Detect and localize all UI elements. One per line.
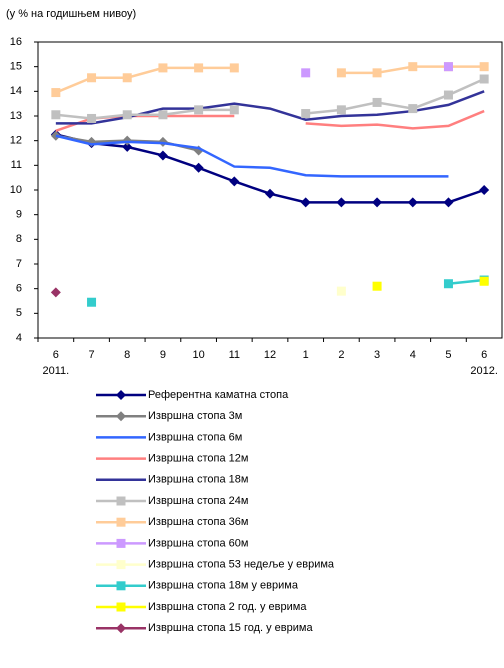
marker	[479, 74, 489, 84]
marker	[122, 141, 133, 152]
x-tick-label: 6	[481, 349, 487, 361]
marker	[50, 287, 61, 298]
marker	[407, 197, 418, 208]
marker	[122, 110, 132, 120]
y-tick-label: 4	[16, 332, 22, 344]
x-tick-label: 8	[124, 349, 130, 361]
y-tick-label: 10	[10, 184, 22, 196]
marker	[479, 62, 489, 72]
marker	[229, 176, 240, 187]
y-tick-label: 14	[10, 85, 22, 97]
marker	[336, 197, 347, 208]
legend-label: Извршна стопа 53 недеље у еврима	[148, 559, 335, 571]
legend-label: Извршна стопа 2 год. у еврима	[148, 601, 307, 613]
marker	[479, 276, 489, 286]
x-tick-label: 5	[445, 349, 451, 361]
y-tick-label: 9	[16, 209, 22, 221]
marker	[116, 623, 126, 634]
marker	[443, 279, 453, 289]
y-tick-label: 13	[10, 110, 22, 122]
legend-label: Извршна стопа 36м	[148, 516, 248, 528]
x-tick-label: 4	[410, 349, 416, 361]
marker	[372, 281, 382, 291]
series-line	[55, 65, 485, 94]
marker	[193, 162, 204, 173]
marker	[87, 113, 97, 123]
marker	[372, 68, 382, 78]
marker	[229, 63, 239, 73]
marker	[372, 97, 382, 107]
marker	[265, 188, 275, 199]
marker	[116, 496, 126, 506]
x-tick-label: 11	[229, 349, 240, 361]
marker	[479, 185, 490, 195]
x-tick-label: 6	[53, 349, 59, 361]
marker	[51, 110, 61, 120]
legend-label: Извршна стопа 15 год. у еврима	[148, 622, 313, 634]
marker	[443, 197, 454, 208]
x-tick-label: 2	[338, 349, 344, 361]
marker	[87, 297, 97, 307]
chart-subtitle: (у % на годишњем нивоу)	[6, 8, 136, 20]
marker	[116, 517, 126, 527]
marker	[116, 581, 126, 591]
y-tick-label: 15	[10, 61, 22, 73]
marker	[122, 73, 132, 83]
x-tick-label: 3	[374, 349, 380, 361]
legend-label: Извршна стопа 18м	[148, 474, 248, 486]
marker	[116, 390, 126, 400]
marker	[87, 73, 97, 83]
legend-label: Извршна стопа 24м	[148, 495, 248, 507]
series-line	[55, 109, 485, 132]
x-year-label: 2012.	[470, 365, 498, 377]
marker	[158, 110, 168, 120]
y-tick-label: 7	[16, 258, 22, 270]
marker	[408, 62, 418, 72]
marker	[194, 63, 204, 73]
marker	[194, 105, 204, 115]
marker	[300, 197, 311, 208]
marker	[116, 602, 126, 612]
y-tick-label: 6	[16, 283, 22, 295]
legend-label: Извршна стопа 3м	[148, 410, 242, 422]
legend-label: Извршна стопа 60м	[148, 537, 248, 549]
marker	[157, 150, 168, 161]
legend-label: Референтна каматна стопа	[148, 389, 289, 401]
y-tick-label: 8	[16, 233, 22, 245]
marker	[443, 62, 453, 72]
marker	[336, 68, 346, 78]
marker	[301, 68, 311, 78]
series-line	[55, 77, 485, 120]
series-line	[55, 134, 449, 178]
series-line	[55, 90, 485, 125]
y-tick-label: 12	[10, 135, 22, 147]
x-tick-label: 10	[192, 349, 204, 361]
series-line	[448, 278, 485, 285]
x-tick-label: 12	[264, 349, 276, 361]
marker	[443, 90, 453, 100]
y-tick-label: 16	[10, 36, 22, 48]
legend-label: Извршна стопа 12м	[148, 453, 248, 465]
x-tick-label: 9	[160, 349, 166, 361]
marker	[158, 63, 168, 73]
marker	[116, 411, 126, 422]
x-tick-label: 1	[303, 349, 309, 361]
marker	[116, 538, 126, 548]
marker	[372, 197, 383, 208]
marker	[51, 88, 61, 98]
marker	[116, 560, 126, 570]
x-year-label: 2011.	[42, 365, 69, 377]
marker	[408, 104, 418, 114]
legend-label: Извршна стопа 6м	[148, 431, 242, 443]
marker	[336, 105, 346, 115]
y-tick-label: 5	[16, 307, 22, 319]
legend-label: Извршна стопа 18м у еврима	[148, 580, 299, 592]
x-tick-label: 7	[88, 349, 94, 361]
marker	[336, 286, 346, 296]
y-tick-label: 11	[11, 159, 22, 171]
marker	[301, 109, 311, 119]
marker	[229, 105, 239, 115]
